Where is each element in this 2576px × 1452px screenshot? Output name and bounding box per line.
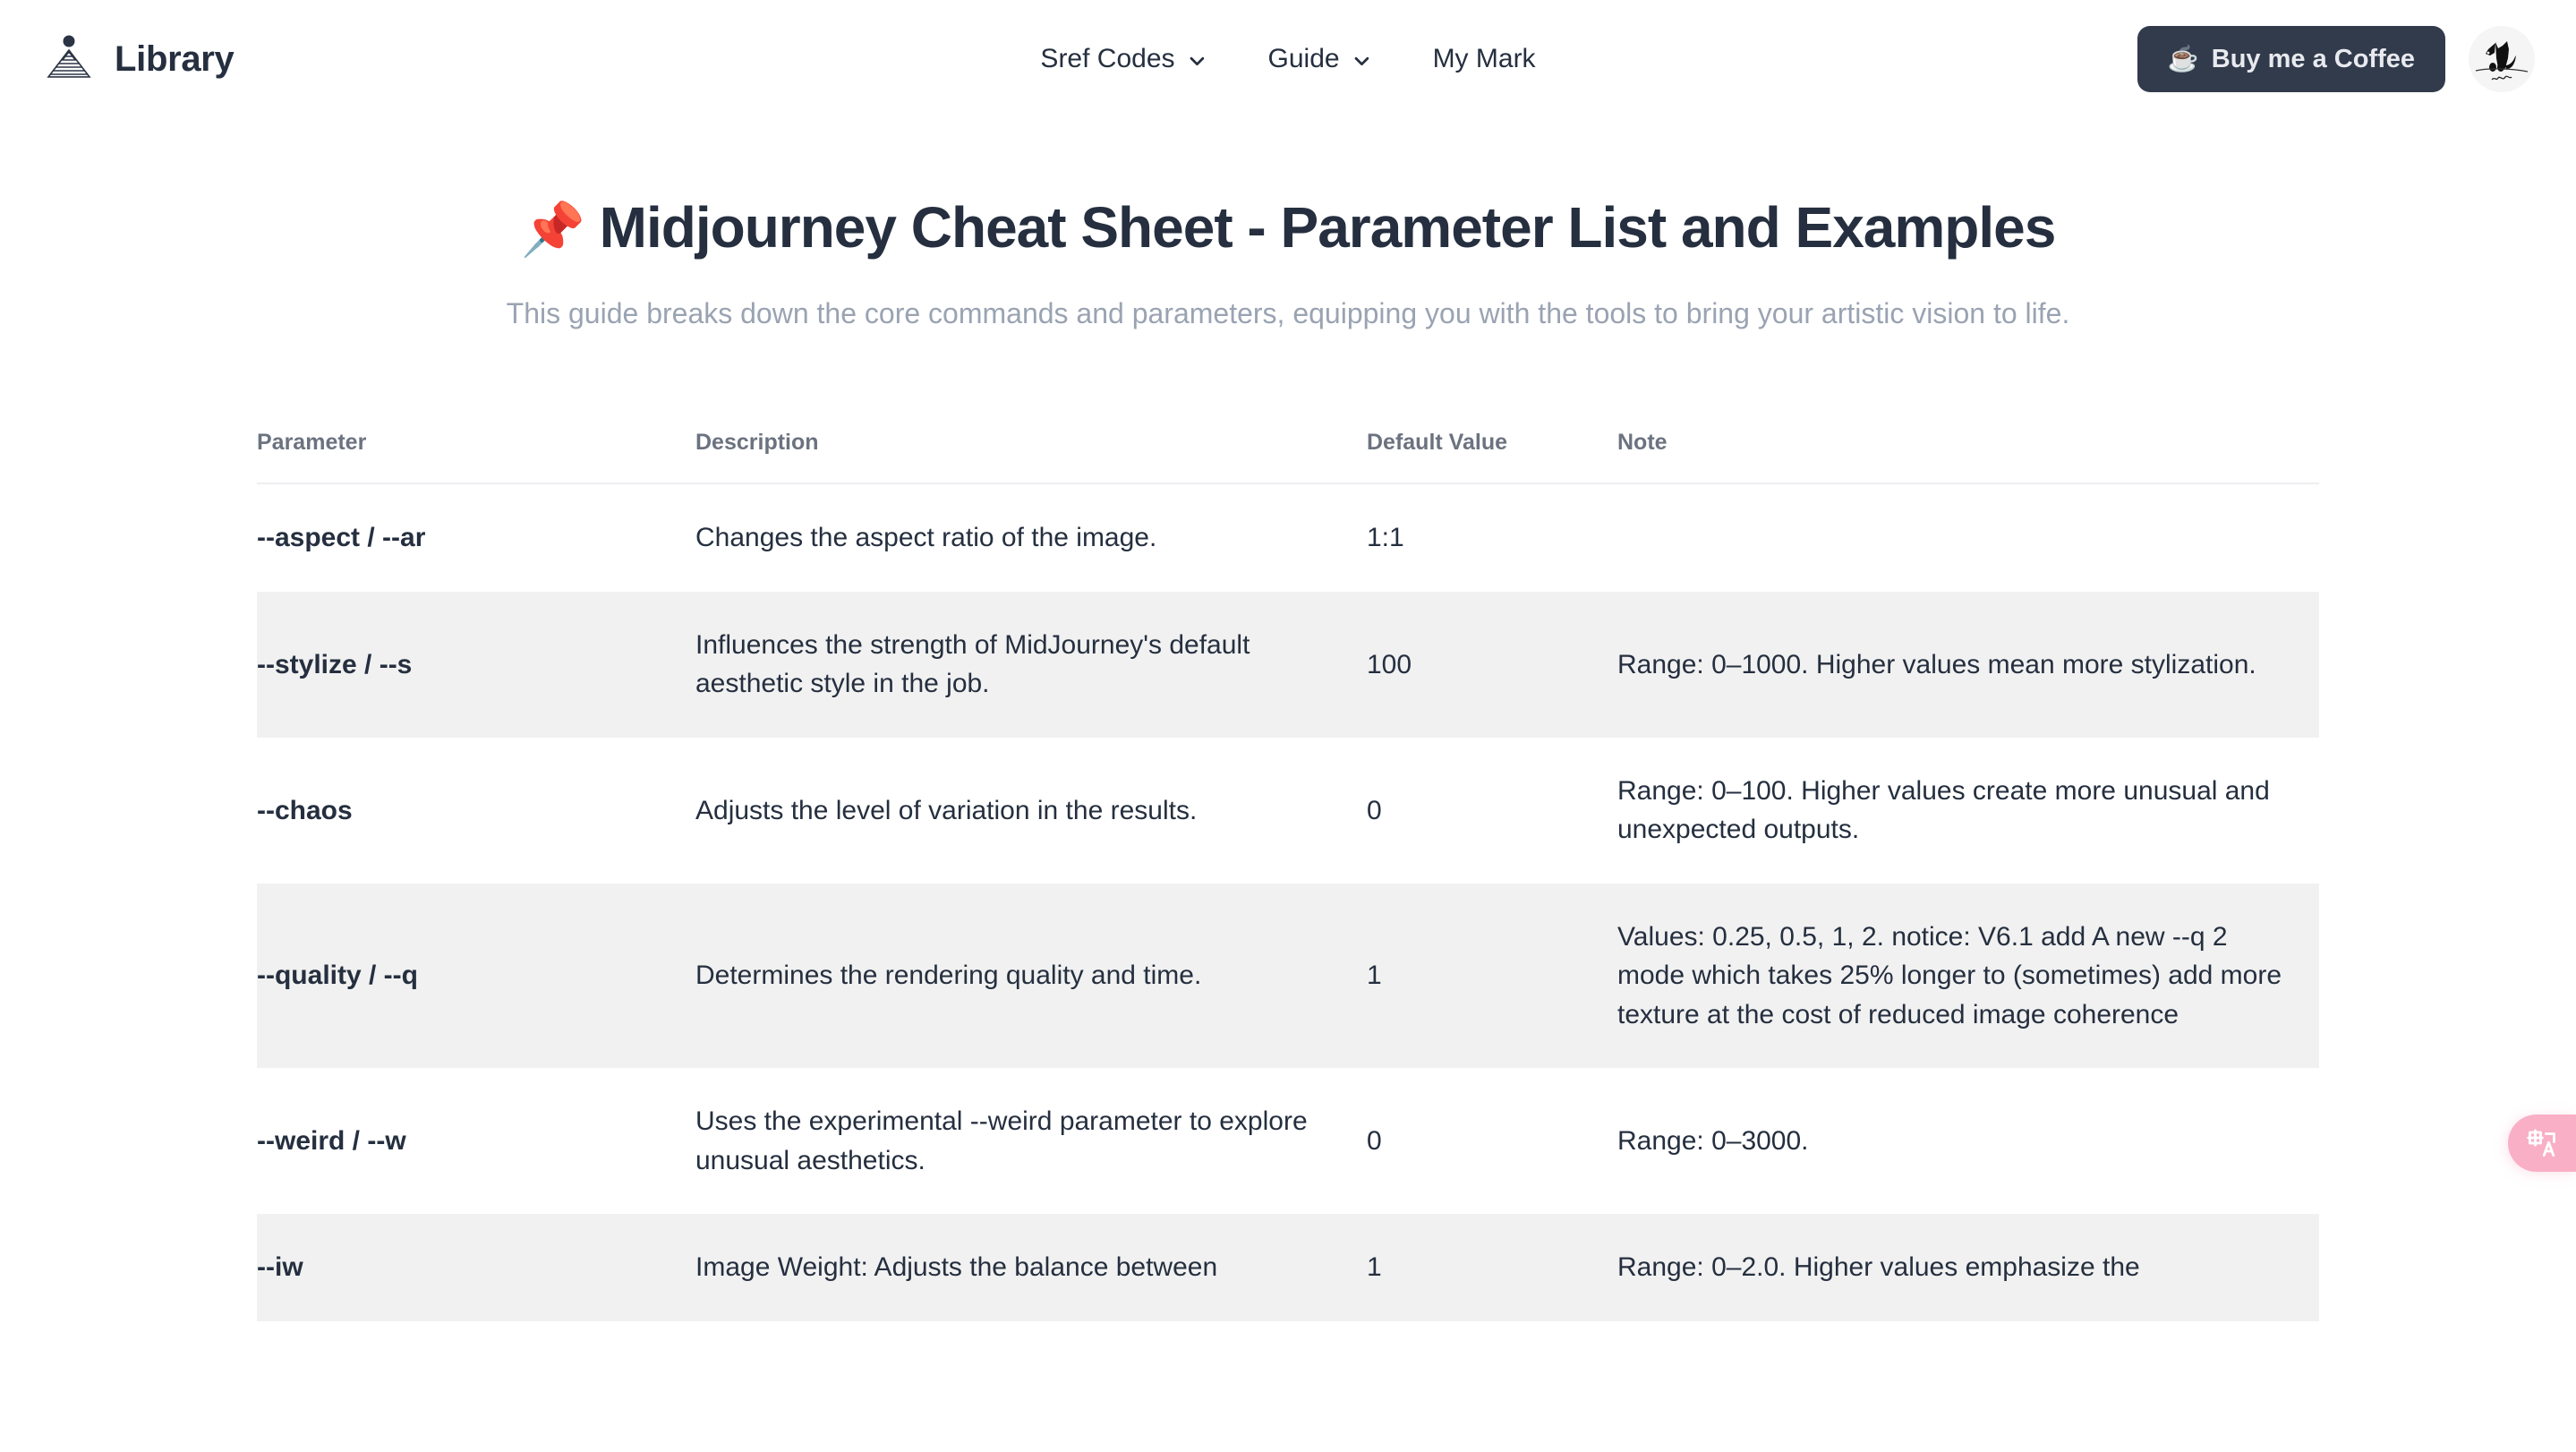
nav-item-label: Sref Codes [1040, 44, 1175, 73]
parameter-table-wrapper: Parameter Description Default Value Note… [257, 414, 2319, 1321]
nav-item-label: Guide [1267, 44, 1340, 73]
cell-description: Image Weight: Adjusts the balance betwee… [695, 1252, 1218, 1283]
chevron-down-icon [1188, 49, 1207, 69]
parameter-table: Parameter Description Default Value Note… [257, 414, 2319, 1321]
site-header: Library Sref Codes Guide My Mark ☕ [0, 0, 2576, 118]
cell-note: Range: 0–100. Higher values create more … [1617, 775, 2270, 845]
cell-note: Values: 0.25, 0.5, 1, 2. notice: V6.1 ad… [1617, 921, 2282, 1029]
cell-note: Range: 0–3000. [1617, 1126, 1809, 1157]
avatar[interactable] [2469, 26, 2535, 92]
table-head: Parameter Description Default Value Note [257, 414, 2319, 485]
buy-me-a-coffee-label: Buy me a Coffee [2211, 44, 2415, 73]
table-row: --quality / --q Determines the rendering… [257, 883, 2319, 1069]
cell-parameter: --weird / --w [257, 1126, 406, 1157]
translate-icon [2526, 1127, 2558, 1159]
buy-me-a-coffee-button[interactable]: ☕ Buy me a Coffee [2137, 26, 2445, 92]
chevron-down-icon [1352, 49, 1372, 69]
cell-note: Range: 0–1000. Higher values mean more s… [1617, 649, 2256, 679]
cell-note [1617, 483, 2319, 592]
brand-name: Library [115, 39, 235, 79]
cell-default-value: 1 [1367, 1252, 1382, 1283]
table-row: --stylize / --s Influences the strength … [257, 591, 2319, 738]
page-subtitle: This guide breaks down the core commands… [506, 296, 2070, 329]
cell-description: Determines the rendering quality and tim… [695, 961, 1202, 991]
cell-default-value: 1 [1367, 961, 1382, 991]
cell-description: Adjusts the level of variation in the re… [695, 795, 1198, 825]
main-nav: Sref Codes Guide My Mark [1040, 46, 1535, 73]
table-row: --iw Image Weight: Adjusts the balance b… [257, 1214, 2319, 1321]
header-right: ☕ Buy me a Coffee [2137, 26, 2535, 92]
cell-description: Changes the aspect ratio of the image. [695, 523, 1157, 553]
table-header-row: Parameter Description Default Value Note [257, 414, 2319, 485]
cell-description: Uses the experimental --weird parameter … [695, 1106, 1308, 1175]
table-row: --aspect / --ar Changes the aspect ratio… [257, 483, 2319, 592]
column-header-description: Description [695, 414, 1367, 485]
brand[interactable]: Library [41, 31, 235, 87]
cell-parameter: --aspect / --ar [257, 523, 426, 553]
cell-parameter: --iw [257, 1252, 303, 1283]
translate-widget-button[interactable] [2508, 1115, 2576, 1172]
cell-default-value: 100 [1367, 649, 1412, 679]
table-row: --chaos Adjusts the level of variation i… [257, 738, 2319, 884]
column-header-note: Note [1617, 414, 2319, 485]
cell-default-value: 0 [1367, 795, 1382, 825]
column-header-parameter: Parameter [257, 414, 695, 485]
page-title-text: Midjourney Cheat Sheet - Parameter List … [599, 195, 2057, 260]
cell-note: Range: 0–2.0. Higher values emphasize th… [1617, 1252, 2140, 1283]
table-row: --weird / --w Uses the experimental --we… [257, 1068, 2319, 1214]
column-header-default-value: Default Value [1367, 414, 1617, 485]
page-head: 📌 Midjourney Cheat Sheet - Parameter Lis… [0, 118, 2576, 333]
cell-default-value: 0 [1367, 1126, 1382, 1157]
cell-parameter: --chaos [257, 795, 353, 825]
cell-parameter: --quality / --q [257, 961, 418, 991]
cell-default-value: 1:1 [1367, 523, 1404, 553]
nav-item-guide[interactable]: Guide [1268, 46, 1372, 73]
cell-description: Influences the strength of MidJourney's … [695, 629, 1250, 699]
table-body: --aspect / --ar Changes the aspect ratio… [257, 483, 2319, 1321]
cell-parameter: --stylize / --s [257, 649, 413, 679]
nav-item-my-mark[interactable]: My Mark [1433, 46, 1536, 73]
nav-item-sref-codes[interactable]: Sref Codes [1040, 46, 1207, 73]
pushpin-icon: 📌 [520, 201, 585, 259]
coffee-icon: ☕ [2167, 45, 2199, 73]
page-title: 📌 Midjourney Cheat Sheet - Parameter Lis… [0, 195, 2576, 261]
mountain-logo-icon [41, 31, 97, 87]
nav-item-label: My Mark [1432, 44, 1536, 73]
